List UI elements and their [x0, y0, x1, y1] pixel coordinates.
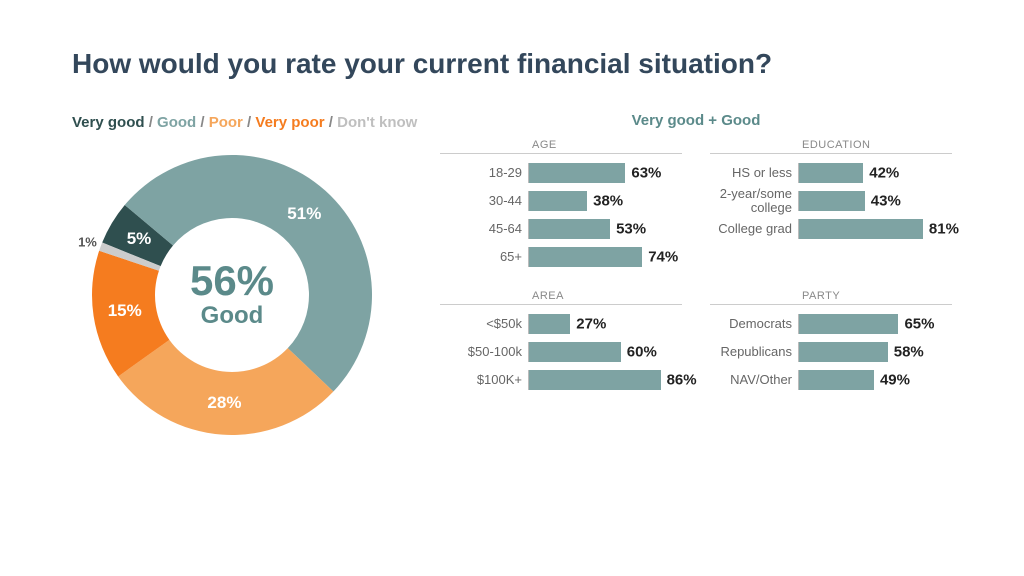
bar-track: 43% [798, 191, 952, 211]
bar-row: Republicans 58% [710, 339, 952, 365]
bar-row: Democrats 65% [710, 311, 952, 337]
bar-category: 45-64 [440, 222, 528, 236]
donut-center-pct: 56% [190, 260, 274, 302]
content-area: Very good / Good / Poor / Very poor / Do… [72, 112, 952, 445]
bar-group-title: EDUCATION [710, 139, 952, 154]
bar-track: 65% [798, 314, 952, 334]
page-title: How would you rate your current financia… [72, 48, 952, 80]
bar-fill [529, 163, 625, 183]
bar-row: 18-29 63% [440, 160, 682, 186]
bars-panel: Very good + Good AGE 18-29 63% 30-44 38% 45-6… [440, 112, 952, 445]
donut-legend: Very good / Good / Poor / Very poor / Do… [72, 112, 392, 133]
bar-category: <$50k [440, 317, 528, 331]
bar-fill [529, 370, 661, 390]
legend-item: Poor [209, 114, 243, 131]
bar-value: 58% [894, 344, 924, 361]
bar-fill [529, 219, 610, 239]
bar-fill [529, 342, 621, 362]
bar-group-title: AGE [440, 139, 682, 154]
legend-item: Don't know [337, 114, 417, 131]
bar-category: $100K+ [440, 373, 528, 387]
bar-track: 60% [528, 342, 682, 362]
bar-value: 60% [627, 344, 657, 361]
bar-row: 45-64 53% [440, 216, 682, 242]
bar-value: 49% [880, 372, 910, 389]
bar-track: 53% [528, 219, 682, 239]
bar-group-title: PARTY [710, 290, 952, 305]
bar-row: 2-year/some college 43% [710, 188, 952, 214]
bar-track: 63% [528, 163, 682, 183]
bar-category: Republicans [710, 345, 798, 359]
bar-fill [799, 219, 923, 239]
bar-value: 63% [631, 165, 661, 182]
bar-grid: AGE 18-29 63% 30-44 38% 45-64 53% 65+ 74% EDUCATI… [440, 139, 952, 395]
bar-value: 53% [616, 221, 646, 238]
donut-panel: Very good / Good / Poor / Very poor / Do… [72, 112, 392, 445]
bar-track: 27% [528, 314, 682, 334]
bar-row: College grad81% [710, 216, 952, 242]
bar-row: $100K+86% [440, 367, 682, 393]
bar-group: EDUCATION HS or less 42% 2-year/some colleg… [710, 139, 952, 272]
bar-track: 74% [528, 247, 682, 267]
bar-category: 2-year/some college [710, 187, 798, 216]
bar-track: 38% [528, 191, 682, 211]
legend-item: Very poor [255, 114, 324, 131]
bar-value: 43% [871, 193, 901, 210]
bar-group: PARTY Democrats 65% Republicans 58% NAV/Other… [710, 290, 952, 395]
bar-value: 74% [648, 249, 678, 266]
bar-row: <$50k 27% [440, 311, 682, 337]
bar-fill [799, 314, 898, 334]
bar-group-title: AREA [440, 290, 682, 305]
bar-row: HS or less 42% [710, 160, 952, 186]
bar-row: 30-44 38% [440, 188, 682, 214]
bar-track: 49% [798, 370, 952, 390]
donut-center-label: Good [190, 302, 274, 330]
bar-track: 42% [798, 163, 952, 183]
bar-value: 81% [929, 221, 959, 238]
bar-value: 27% [576, 316, 606, 333]
bar-category: 65+ [440, 250, 528, 264]
bar-value: 65% [904, 316, 934, 333]
bar-category: College grad [710, 222, 798, 236]
bar-fill [799, 163, 863, 183]
bar-category: Democrats [710, 317, 798, 331]
bar-fill [799, 191, 865, 211]
bar-row: $50-100k 60% [440, 339, 682, 365]
bar-track: 86% [528, 370, 682, 390]
bar-value: 86% [667, 372, 697, 389]
bar-track: 58% [798, 342, 952, 362]
bar-category: 18-29 [440, 166, 528, 180]
bar-category: 30-44 [440, 194, 528, 208]
bar-fill [799, 370, 874, 390]
donut-chart: 56% Good 5%51%28%15%1% [82, 145, 382, 445]
bar-category: NAV/Other [710, 373, 798, 387]
bar-group: AGE 18-29 63% 30-44 38% 45-64 53% 65+ 74% [440, 139, 682, 272]
legend-item: Very good [72, 114, 145, 131]
donut-center: 56% Good [190, 260, 274, 330]
legend-item: Good [157, 114, 196, 131]
bar-group: AREA <$50k 27% $50-100k 60% $100K+86% [440, 290, 682, 395]
bars-title: Very good + Good [440, 112, 952, 129]
bar-fill [529, 314, 570, 334]
bar-value: 42% [869, 165, 899, 182]
bar-value: 38% [593, 193, 623, 210]
bar-fill [529, 247, 642, 267]
bar-category: HS or less [710, 166, 798, 180]
bar-row: NAV/Other 49% [710, 367, 952, 393]
bar-track: 81% [798, 219, 952, 239]
bar-fill [799, 342, 888, 362]
bar-fill [529, 191, 587, 211]
bar-category: $50-100k [440, 345, 528, 359]
bar-row: 65+ 74% [440, 244, 682, 270]
